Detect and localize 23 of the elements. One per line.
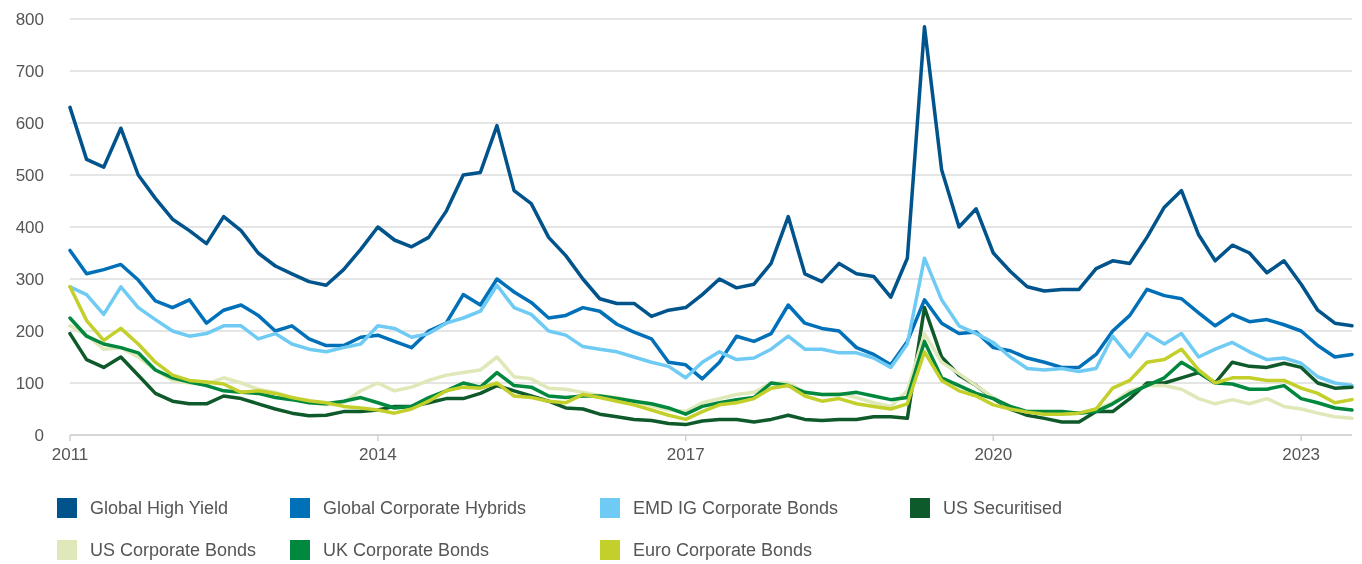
y-tick-label: 200 <box>15 321 44 341</box>
line-series <box>68 25 1354 328</box>
legend-label: Global Corporate Hybrids <box>323 498 527 519</box>
y-tick-label: 0 <box>34 425 44 445</box>
line-series <box>68 285 1354 422</box>
legend-label: US Securitised <box>943 498 1063 519</box>
x-tick-label: 2020 <box>974 445 1013 464</box>
y-tick-label: 400 <box>15 217 44 237</box>
x-tick-label: 2017 <box>666 445 705 464</box>
y-tick-label: 600 <box>15 113 44 133</box>
legend-label: EMD IG Corporate Bonds <box>633 498 839 519</box>
x-tick-label: 2011 <box>51 445 89 464</box>
y-tick-label: 700 <box>15 61 44 81</box>
legend-label: UK Corporate Bonds <box>323 540 490 561</box>
y-tick-label: 100 <box>15 373 44 393</box>
y-tick-label: 800 <box>15 9 44 29</box>
x-tick-label: 2023 <box>1282 445 1321 464</box>
legend-label: US Corporate Bonds <box>90 540 257 561</box>
legend-label: Global High Yield <box>90 498 229 519</box>
x-tick-label: 2014 <box>358 445 397 464</box>
y-tick-label: 500 <box>15 165 44 185</box>
y-tick-label: 300 <box>15 269 44 289</box>
legend-label: Euro Corporate Bonds <box>633 540 813 561</box>
